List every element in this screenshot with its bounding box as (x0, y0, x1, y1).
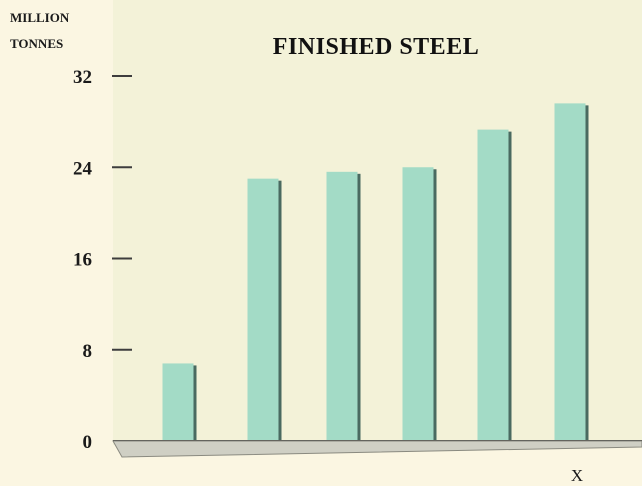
bar-6 (554, 103, 589, 441)
x-axis-label: X (571, 466, 583, 485)
bar-body (477, 129, 509, 441)
baseline-shelf (112, 440, 642, 458)
bar-series (162, 103, 589, 441)
bar-5 (477, 129, 512, 441)
y-axis: 0 8 16 24 32 (73, 67, 132, 453)
y-tick-label: 8 (83, 341, 93, 362)
y-tick-label: 24 (73, 158, 93, 179)
bar-body (162, 363, 194, 441)
bar-body (326, 171, 358, 441)
bar-3 (326, 171, 361, 441)
y-tick-label: 16 (73, 250, 92, 271)
y-tick-label: 32 (73, 67, 92, 88)
y-axis-unit-line-1: MILLION (10, 10, 70, 25)
chart-title: FINISHED STEEL (273, 34, 479, 60)
y-axis-unit-line-2: TONNES (10, 36, 63, 51)
bar-body (402, 167, 434, 441)
y-axis-unit-label: MILLION TONNES (10, 10, 70, 51)
bar-body (554, 103, 586, 441)
bar-4 (402, 167, 437, 441)
bar-2 (247, 178, 282, 441)
plot-background (113, 0, 642, 445)
x-axis-baseline (112, 440, 642, 458)
bar-body (247, 178, 279, 441)
y-tick-label: 0 (83, 432, 93, 453)
bar-1 (162, 363, 197, 441)
